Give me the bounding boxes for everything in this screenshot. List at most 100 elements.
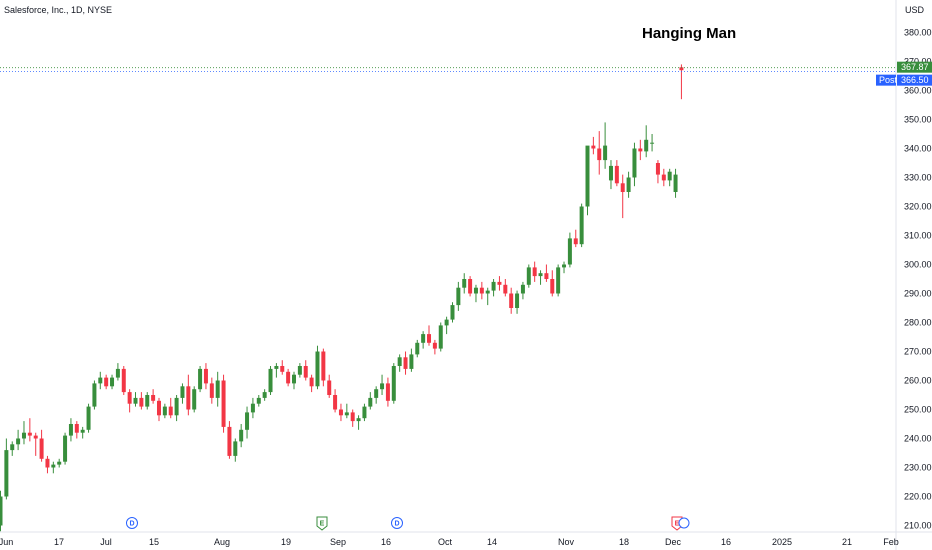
dividend-marker[interactable]: D [126, 517, 138, 529]
candle [292, 371, 296, 390]
candle-body [538, 273, 543, 277]
x-tick-label: 17 [54, 537, 64, 547]
candle-body [92, 383, 97, 407]
candle-body [192, 389, 197, 410]
candle [544, 264, 549, 282]
candle [368, 392, 373, 410]
candle-body [585, 145, 590, 207]
candle-body [104, 377, 109, 387]
candle [391, 363, 396, 404]
time-axis[interactable]: Jun 17 Jul 15 Aug 19 Sep 16 Oct 14 Nov 18 Dec 16 2025 2… [0, 537, 899, 547]
candle [33, 432, 38, 456]
candle-body [450, 305, 455, 320]
candle [538, 270, 543, 285]
candle-body [239, 429, 244, 442]
candle [233, 438, 238, 462]
candle [180, 383, 185, 404]
candle-body [221, 380, 226, 427]
candle-body [497, 281, 502, 285]
candle-body [10, 444, 15, 451]
candle [239, 424, 244, 448]
y-tick-label: 310.00 [904, 231, 932, 241]
candle-body [262, 392, 267, 398]
candle-body [385, 383, 390, 401]
candle-body [250, 403, 255, 413]
candle [421, 331, 426, 349]
y-tick-label: 370.00 [904, 57, 932, 67]
candle-body [292, 374, 296, 384]
candle-body [614, 165, 619, 184]
candle [655, 160, 660, 184]
candle [444, 316, 449, 335]
candle [168, 397, 173, 419]
event-letter: E [320, 521, 325, 528]
candle-body [327, 380, 332, 395]
dividend-marker[interactable]: D [391, 517, 403, 529]
candle-body [562, 264, 567, 268]
candle-body [268, 368, 273, 393]
x-tick-label: 15 [149, 537, 159, 547]
candle-body [673, 174, 678, 192]
candle [151, 389, 156, 404]
candle-body [468, 279, 473, 294]
candle [608, 160, 613, 190]
candle [10, 441, 15, 456]
candle [321, 348, 326, 387]
candle-body [579, 206, 584, 245]
candle-body [567, 238, 572, 265]
earnings-marker[interactable]: E [316, 516, 328, 531]
candle-body [215, 380, 220, 398]
candle [650, 134, 655, 152]
candle [39, 429, 44, 462]
candle [374, 386, 379, 404]
candle-body [491, 281, 496, 291]
candle-body [115, 368, 120, 378]
candle-body [550, 279, 555, 294]
candle [92, 380, 97, 410]
candle-body [256, 397, 261, 404]
candle-body [626, 177, 631, 192]
candle-body [620, 183, 625, 192]
dividend-marker-small[interactable] [678, 517, 690, 529]
candle [121, 366, 126, 395]
candle-body [503, 284, 508, 294]
candle [632, 142, 637, 187]
candle-body [98, 377, 103, 384]
price-axis[interactable]: 210.00 220.00 230.00 240.00 250.00 260.00 270.… [904, 28, 932, 531]
candle [667, 168, 672, 187]
price-tag-value: 366.50 [901, 75, 929, 85]
candle [415, 339, 420, 358]
candle [603, 122, 608, 169]
y-tick-label: 350.00 [904, 115, 932, 125]
event-letter: E [675, 521, 680, 528]
candle [16, 429, 21, 451]
x-tick-label: Sep [330, 537, 346, 547]
candle [562, 261, 567, 274]
candle [409, 348, 414, 372]
y-tick-label: 250.00 [904, 405, 932, 415]
candle [63, 432, 68, 465]
candle [186, 374, 191, 416]
candle [497, 276, 502, 291]
candle [620, 174, 625, 219]
candle [80, 426, 85, 439]
candle-body [338, 409, 343, 416]
candle-body [297, 366, 302, 375]
candle-body [573, 238, 578, 245]
candle [403, 351, 408, 375]
currency-label: USD [905, 5, 925, 15]
candle-body [156, 400, 161, 416]
candle [515, 290, 520, 314]
candle [550, 270, 555, 297]
candle [520, 281, 525, 300]
x-tick-label: Nov [558, 537, 575, 547]
candle [262, 389, 267, 401]
y-tick-label: 330.00 [904, 173, 932, 183]
candle-body [168, 406, 173, 416]
candle-body [209, 383, 214, 398]
y-tick-label: 280.00 [904, 318, 932, 328]
candle [227, 421, 232, 459]
candle [315, 345, 320, 390]
